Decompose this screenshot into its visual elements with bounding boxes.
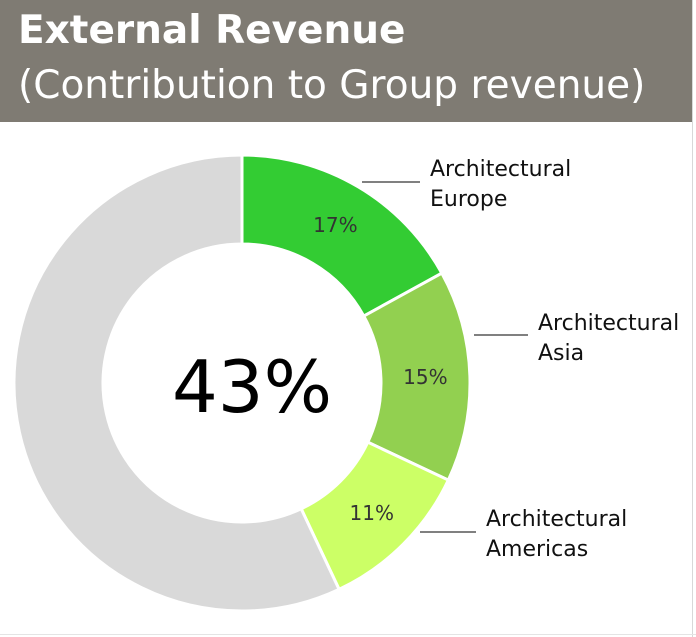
category-label-americas: Architectural Americas <box>486 507 627 562</box>
leader-lines <box>362 181 528 533</box>
chart-labels: 17% Architectural Europe 15% Architectural As… <box>313 157 679 562</box>
category-label-line: Americas <box>486 537 588 562</box>
chart-title: External Revenue <box>18 8 406 53</box>
category-label-asia: Architectural Asia <box>538 311 679 366</box>
category-label-line: Asia <box>538 341 584 366</box>
slice-value-label-americas: 11% <box>350 501 394 525</box>
donut-slices <box>12 153 472 613</box>
donut-slice-other <box>12 153 342 613</box>
chart-subtitle: (Contribution to Group revenue) <box>18 63 646 108</box>
category-label-line: Architectural <box>430 157 571 182</box>
center-percentage-label: 43% <box>172 345 332 429</box>
category-label-line: Architectural <box>486 507 627 532</box>
category-label-line: Europe <box>430 187 507 212</box>
chart-header: External Revenue (Contribution to Group … <box>0 0 692 122</box>
category-label-line: Architectural <box>538 311 679 336</box>
slice-value-label-europe: 17% <box>313 213 357 237</box>
slice-value-label-asia: 15% <box>403 365 447 389</box>
frame-border-bottom <box>0 634 696 635</box>
frame-border-right <box>692 0 693 637</box>
category-label-europe: Architectural Europe <box>430 157 571 212</box>
